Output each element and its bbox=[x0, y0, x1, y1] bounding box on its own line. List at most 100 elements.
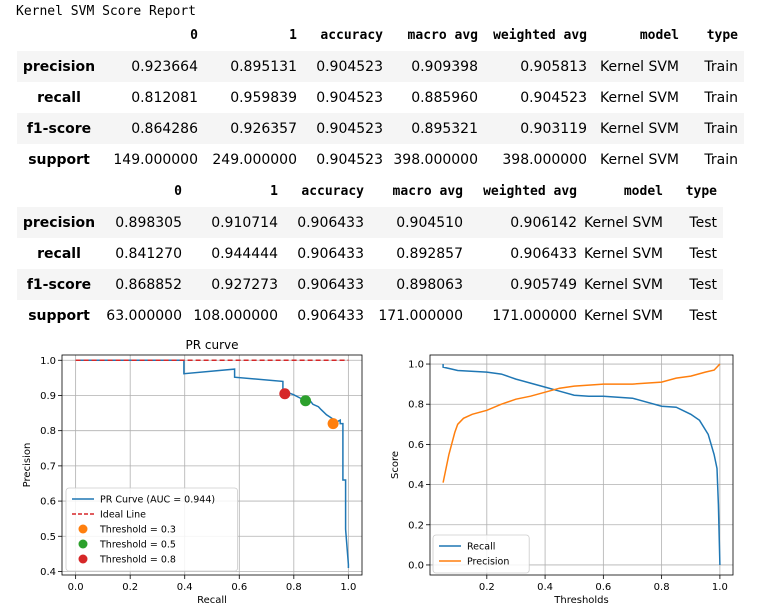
threshold-point bbox=[300, 395, 312, 407]
column-header: model bbox=[639, 28, 679, 43]
report-title: Kernel SVM Score Report bbox=[16, 4, 197, 19]
table-cell: 0.904510 bbox=[396, 214, 463, 231]
column-header: 1 bbox=[270, 184, 278, 199]
table-cell: 0.906433 bbox=[510, 245, 577, 262]
table-cell: 0.944444 bbox=[211, 245, 278, 262]
legend-label: Recall bbox=[467, 542, 495, 553]
table-cell: Kernel SVM bbox=[600, 89, 679, 106]
table-cell: Kernel SVM bbox=[584, 245, 663, 262]
legend-frame bbox=[432, 534, 530, 574]
table-cell: 108.000000 bbox=[193, 307, 278, 324]
column-header: 0 bbox=[190, 28, 198, 43]
plot-frame bbox=[429, 354, 734, 576]
x-tick-label: 0.6 bbox=[231, 582, 247, 593]
series-line bbox=[442, 364, 721, 566]
table-cell: Test bbox=[689, 245, 717, 262]
table-cell: 398.000000 bbox=[502, 151, 587, 168]
y-axis-label: Precision bbox=[22, 443, 33, 488]
row-label: precision bbox=[22, 58, 96, 75]
legend-marker bbox=[78, 539, 88, 549]
x-tick-label: 0.0 bbox=[68, 582, 84, 593]
legend: PR Curve (AUC = 0.944) Ideal Line Threshol… bbox=[65, 487, 239, 572]
y-tick-label: 1.0 bbox=[408, 360, 424, 371]
table-cell: 0.926357 bbox=[230, 120, 297, 137]
table-cell: 171.000000 bbox=[492, 307, 577, 324]
legend-label: Threshold = 0.3 bbox=[99, 525, 176, 536]
table-cell: 0.892857 bbox=[396, 245, 463, 262]
column-header: weighted avg bbox=[483, 184, 577, 199]
table-cell: 0.904523 bbox=[520, 89, 587, 106]
table-cell: 0.885960 bbox=[411, 89, 478, 106]
column-header: type bbox=[706, 28, 738, 43]
table-cell: 0.909398 bbox=[411, 58, 478, 75]
table-cell: 0.906433 bbox=[297, 276, 364, 293]
table-cell: Train bbox=[704, 120, 738, 137]
y-tick-label: 0.6 bbox=[40, 497, 56, 508]
table-cell: 0.904523 bbox=[316, 120, 383, 137]
legend-marker bbox=[78, 524, 88, 534]
table-cell: 0.868852 bbox=[115, 276, 182, 293]
test-score-table: 0 1 accuracy macro avg weighted avg mode… bbox=[17, 176, 723, 331]
y-tick-label: 0.9 bbox=[40, 391, 56, 402]
table-cell: Kernel SVM bbox=[600, 151, 679, 168]
column-header: type bbox=[685, 184, 717, 199]
table-cell: 0.905813 bbox=[520, 58, 587, 75]
table-row: support 63.000000 108.000000 0.906433 17… bbox=[17, 300, 723, 331]
legend-label: Threshold = 0.5 bbox=[99, 540, 176, 551]
row-label: recall bbox=[37, 89, 81, 106]
table-cell: 149.000000 bbox=[113, 151, 198, 168]
x-tick-label: 0.8 bbox=[654, 582, 670, 593]
table-row: precision 0.898305 0.910714 0.906433 0.9… bbox=[17, 207, 723, 238]
table-cell: 0.812081 bbox=[131, 89, 198, 106]
table-cell: 0.904523 bbox=[316, 151, 383, 168]
x-tick-label: 0.2 bbox=[479, 582, 495, 593]
legend-label: Threshold = 0.8 bbox=[99, 555, 176, 566]
table-row: precision 0.923664 0.895131 0.904523 0.9… bbox=[17, 51, 744, 82]
table-cell: 0.927273 bbox=[211, 276, 278, 293]
y-tick-label: 1.0 bbox=[40, 356, 56, 367]
legend-marker bbox=[78, 554, 88, 564]
table-cell: 0.898063 bbox=[396, 276, 463, 293]
table-row: recall 0.841270 0.944444 0.906433 0.8928… bbox=[17, 238, 723, 269]
x-axis-label: Recall bbox=[197, 595, 227, 606]
table-header-row: 0 1 accuracy macro avg weighted avg mode… bbox=[17, 20, 744, 51]
row-label: precision bbox=[22, 214, 96, 231]
train-score-table: 0 1 accuracy macro avg weighted avg mode… bbox=[17, 20, 744, 175]
row-label: f1-score bbox=[26, 276, 92, 293]
x-tick-label: 0.4 bbox=[537, 582, 553, 593]
column-header: 1 bbox=[289, 28, 297, 43]
row-label: recall bbox=[37, 245, 81, 262]
table-cell: Kernel SVM bbox=[584, 276, 663, 293]
table-cell: Kernel SVM bbox=[600, 120, 679, 137]
table-cell: Test bbox=[689, 307, 717, 324]
table-cell: 0.864286 bbox=[131, 120, 198, 137]
table-cell: 0.906433 bbox=[297, 214, 364, 231]
table-cell: 0.906433 bbox=[297, 307, 364, 324]
column-header: macro avg bbox=[392, 184, 463, 199]
table-cell: 0.904523 bbox=[316, 89, 383, 106]
column-header: macro avg bbox=[407, 28, 478, 43]
table-row: f1-score 0.864286 0.926357 0.904523 0.89… bbox=[17, 113, 744, 144]
table-cell: 171.000000 bbox=[378, 307, 463, 324]
table-cell: Train bbox=[704, 151, 738, 168]
column-header: model bbox=[623, 184, 663, 199]
series-line bbox=[75, 359, 350, 568]
table-cell: 0.910714 bbox=[211, 214, 278, 231]
y-tick-label: 0.7 bbox=[40, 461, 56, 472]
y-tick-label: 0.2 bbox=[408, 520, 424, 531]
table-cell: Kernel SVM bbox=[584, 214, 663, 231]
table-cell: Train bbox=[704, 89, 738, 106]
legend-label: Ideal Line bbox=[100, 510, 146, 521]
y-tick-label: 0.8 bbox=[408, 400, 424, 411]
table-row: support 149.000000 249.000000 0.904523 3… bbox=[17, 144, 744, 175]
chart-2: 0.2 0.4 0.6 0.8 1.0 0.0 0.2 0.4 0.6 0.8 1.0 Thresho… bbox=[390, 354, 734, 606]
x-axis-label: Thresholds bbox=[553, 595, 609, 606]
legend-label: PR Curve (AUC = 0.944) bbox=[100, 495, 215, 506]
column-header: weighted avg bbox=[493, 28, 587, 43]
table-cell: Kernel SVM bbox=[584, 307, 663, 324]
plot-frame bbox=[61, 354, 363, 576]
x-tick-label: 0.2 bbox=[122, 582, 138, 593]
x-tick-label: 0.8 bbox=[286, 582, 302, 593]
table-cell: Train bbox=[704, 58, 738, 75]
table-header-row: 0 1 accuracy macro avg weighted avg mode… bbox=[17, 176, 723, 207]
